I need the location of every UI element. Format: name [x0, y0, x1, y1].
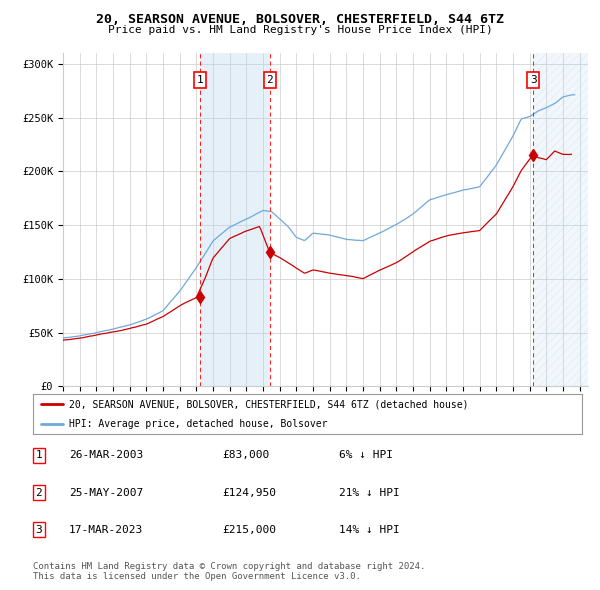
Text: 20, SEARSON AVENUE, BOLSOVER, CHESTERFIELD, S44 6TZ (detached house): 20, SEARSON AVENUE, BOLSOVER, CHESTERFIE…	[68, 399, 468, 409]
Text: £83,000: £83,000	[222, 451, 269, 460]
Text: 3: 3	[530, 75, 536, 85]
Text: 2: 2	[35, 488, 43, 497]
Text: 14% ↓ HPI: 14% ↓ HPI	[339, 525, 400, 535]
Text: HPI: Average price, detached house, Bolsover: HPI: Average price, detached house, Bols…	[68, 419, 327, 428]
Text: £215,000: £215,000	[222, 525, 276, 535]
Text: 1: 1	[35, 451, 43, 460]
Text: £124,950: £124,950	[222, 488, 276, 497]
Text: 17-MAR-2023: 17-MAR-2023	[69, 525, 143, 535]
Text: 2: 2	[266, 75, 273, 85]
Text: Contains HM Land Registry data © Crown copyright and database right 2024.
This d: Contains HM Land Registry data © Crown c…	[33, 562, 425, 581]
Text: 1: 1	[197, 75, 203, 85]
Bar	[533, 53, 588, 386]
Text: 25-MAY-2007: 25-MAY-2007	[69, 488, 143, 497]
Text: 26-MAR-2003: 26-MAR-2003	[69, 451, 143, 460]
Text: 6% ↓ HPI: 6% ↓ HPI	[339, 451, 393, 460]
Text: 3: 3	[35, 525, 43, 535]
Text: 21% ↓ HPI: 21% ↓ HPI	[339, 488, 400, 497]
Bar	[200, 53, 269, 386]
Text: 20, SEARSON AVENUE, BOLSOVER, CHESTERFIELD, S44 6TZ: 20, SEARSON AVENUE, BOLSOVER, CHESTERFIE…	[96, 13, 504, 26]
Text: Price paid vs. HM Land Registry's House Price Index (HPI): Price paid vs. HM Land Registry's House …	[107, 25, 493, 35]
